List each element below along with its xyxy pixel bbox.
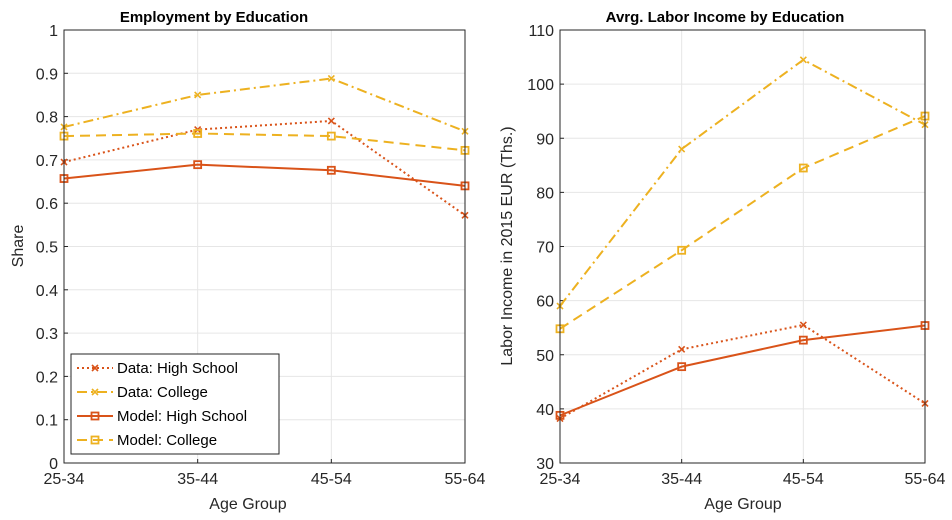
- legend-item: Model: High School: [77, 408, 247, 425]
- series-2: [59, 160, 470, 191]
- x-tick-label: 25-34: [44, 471, 85, 488]
- data-point: [326, 131, 336, 141]
- legend-item: Data: College: [77, 384, 208, 401]
- x-tick-label: 55-64: [905, 471, 946, 488]
- data-point: [327, 117, 335, 125]
- legend-marker: [91, 364, 99, 372]
- data-point: [799, 321, 807, 329]
- legend-label: Data: High School: [117, 360, 238, 377]
- data-point: [326, 165, 336, 175]
- legend-item: Model: College: [77, 432, 217, 449]
- x-axis-label: Age Group: [704, 496, 781, 513]
- y-tick-labels: 30 40 50 60 70 80 90 100 110: [527, 23, 554, 473]
- series-line: [559, 58, 926, 307]
- x-tick-label: 35-44: [661, 471, 702, 488]
- legend: Data: High School Data: College Model: Hig…: [70, 353, 280, 455]
- data-point: [677, 245, 687, 255]
- data-point: [193, 160, 203, 170]
- legend-item: Data: High School: [77, 360, 238, 377]
- chart-title: Employment by Education: [120, 9, 308, 26]
- y-tick-label: 0.5: [36, 240, 58, 257]
- x-tick-labels: 25-34 35-44 45-54 55-64: [540, 471, 946, 488]
- plot-area: [63, 29, 466, 464]
- series-line: [559, 115, 926, 330]
- x-tick-label: 55-64: [445, 471, 486, 488]
- series-3: [59, 129, 470, 155]
- legend-label: Model: College: [117, 432, 217, 449]
- y-tick-label: 1: [49, 23, 58, 40]
- data-point: [194, 91, 202, 99]
- x-tick-labels: 25-34 35-44 45-54 55-64: [44, 471, 486, 488]
- chart-title: Avrg. Labor Income by Education: [606, 9, 845, 26]
- data-point: [677, 362, 687, 372]
- data-point: [798, 163, 808, 173]
- data-point: [799, 56, 807, 64]
- y-tick-label: 0.1: [36, 413, 58, 430]
- series-1: [556, 56, 929, 310]
- x-axis-label: Age Group: [209, 496, 286, 513]
- y-tick-label: 0.2: [36, 369, 58, 386]
- series-line: [63, 132, 466, 152]
- y-tick-label: 90: [536, 131, 554, 148]
- y-tick-label: 0: [49, 456, 58, 473]
- plot-area: [559, 29, 926, 464]
- y-tick-label: 0.3: [36, 326, 58, 343]
- y-tick-label: 100: [527, 77, 554, 94]
- data-point: [678, 345, 686, 353]
- y-tick-label: 0.9: [36, 66, 58, 83]
- legend-label: Data: College: [117, 384, 208, 401]
- y-tick-label: 0.7: [36, 153, 58, 170]
- y-axis-label: Labor Income in 2015 EUR (Ths.): [499, 126, 516, 365]
- employment-chart: Employment by Education 0 0.1 0.2 0.3 0.4 0.5…: [10, 9, 486, 513]
- y-tick-label: 0.8: [36, 110, 58, 127]
- x-tick-label: 45-54: [783, 471, 824, 488]
- y-tick-label: 40: [536, 402, 554, 419]
- legend-marker: [91, 388, 99, 396]
- series-line: [559, 324, 926, 417]
- data-point: [798, 335, 808, 345]
- y-axis-label: Share: [10, 225, 27, 268]
- legend-marker: [90, 411, 100, 421]
- series-0: [556, 321, 929, 423]
- y-tick-label: 0.6: [36, 196, 58, 213]
- income-chart: Avrg. Labor Income by Education 30 40 50 60…: [499, 9, 946, 513]
- series-line: [559, 323, 926, 420]
- y-tick-label: 80: [536, 185, 554, 202]
- y-tick-label: 50: [536, 348, 554, 365]
- series-lines: [555, 56, 930, 423]
- y-tick-label: 60: [536, 294, 554, 311]
- y-tick-label: 30: [536, 456, 554, 473]
- legend-box: [70, 353, 280, 455]
- x-tick-label: 45-54: [311, 471, 352, 488]
- legend-label: Model: High School: [117, 408, 247, 425]
- series-line: [63, 163, 466, 187]
- series-3: [555, 111, 930, 334]
- series-lines: [59, 74, 470, 219]
- y-tick-labels: 0 0.1 0.2 0.3 0.4 0.5 0.6 0.7 0.8 0.9 1: [36, 23, 58, 473]
- data-point: [327, 74, 335, 83]
- x-tick-label: 25-34: [540, 471, 581, 488]
- series-1: [60, 74, 469, 135]
- series-line: [63, 77, 466, 133]
- legend-marker: [90, 435, 100, 445]
- y-tick-label: 110: [528, 23, 554, 40]
- y-tick-label: 0.4: [36, 283, 58, 300]
- data-point: [678, 145, 686, 153]
- y-tick-label: 70: [536, 240, 554, 257]
- x-tick-label: 35-44: [177, 471, 218, 488]
- data-point: [193, 129, 203, 138]
- series-2: [555, 321, 930, 420]
